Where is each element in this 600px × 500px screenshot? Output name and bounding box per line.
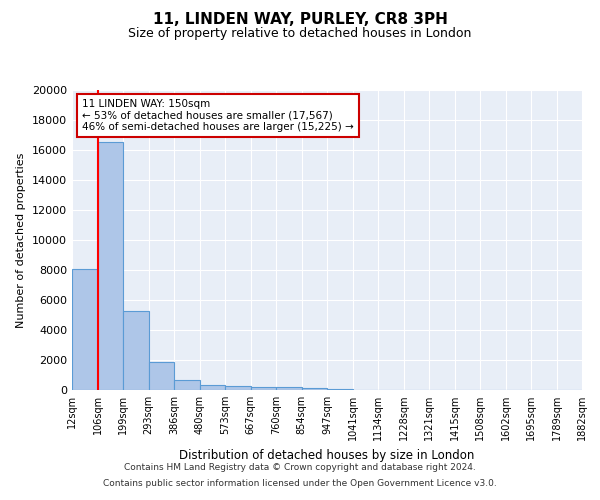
Bar <box>276 388 302 390</box>
Text: Size of property relative to detached houses in London: Size of property relative to detached ho… <box>128 28 472 40</box>
Bar <box>302 388 327 390</box>
Bar <box>149 362 174 390</box>
Bar <box>97 142 123 390</box>
Text: 11, LINDEN WAY, PURLEY, CR8 3PH: 11, LINDEN WAY, PURLEY, CR8 3PH <box>152 12 448 28</box>
Bar <box>199 385 225 390</box>
Bar <box>251 387 276 390</box>
Bar <box>225 386 251 390</box>
Bar <box>72 268 97 390</box>
Text: Contains HM Land Registry data © Crown copyright and database right 2024.: Contains HM Land Registry data © Crown c… <box>124 464 476 472</box>
X-axis label: Distribution of detached houses by size in London: Distribution of detached houses by size … <box>179 448 475 462</box>
Text: Contains public sector information licensed under the Open Government Licence v3: Contains public sector information licen… <box>103 478 497 488</box>
Bar <box>123 310 149 390</box>
Bar <box>327 389 353 390</box>
Text: 11 LINDEN WAY: 150sqm
← 53% of detached houses are smaller (17,567)
46% of semi-: 11 LINDEN WAY: 150sqm ← 53% of detached … <box>82 99 354 132</box>
Y-axis label: Number of detached properties: Number of detached properties <box>16 152 26 328</box>
Bar <box>174 380 199 390</box>
